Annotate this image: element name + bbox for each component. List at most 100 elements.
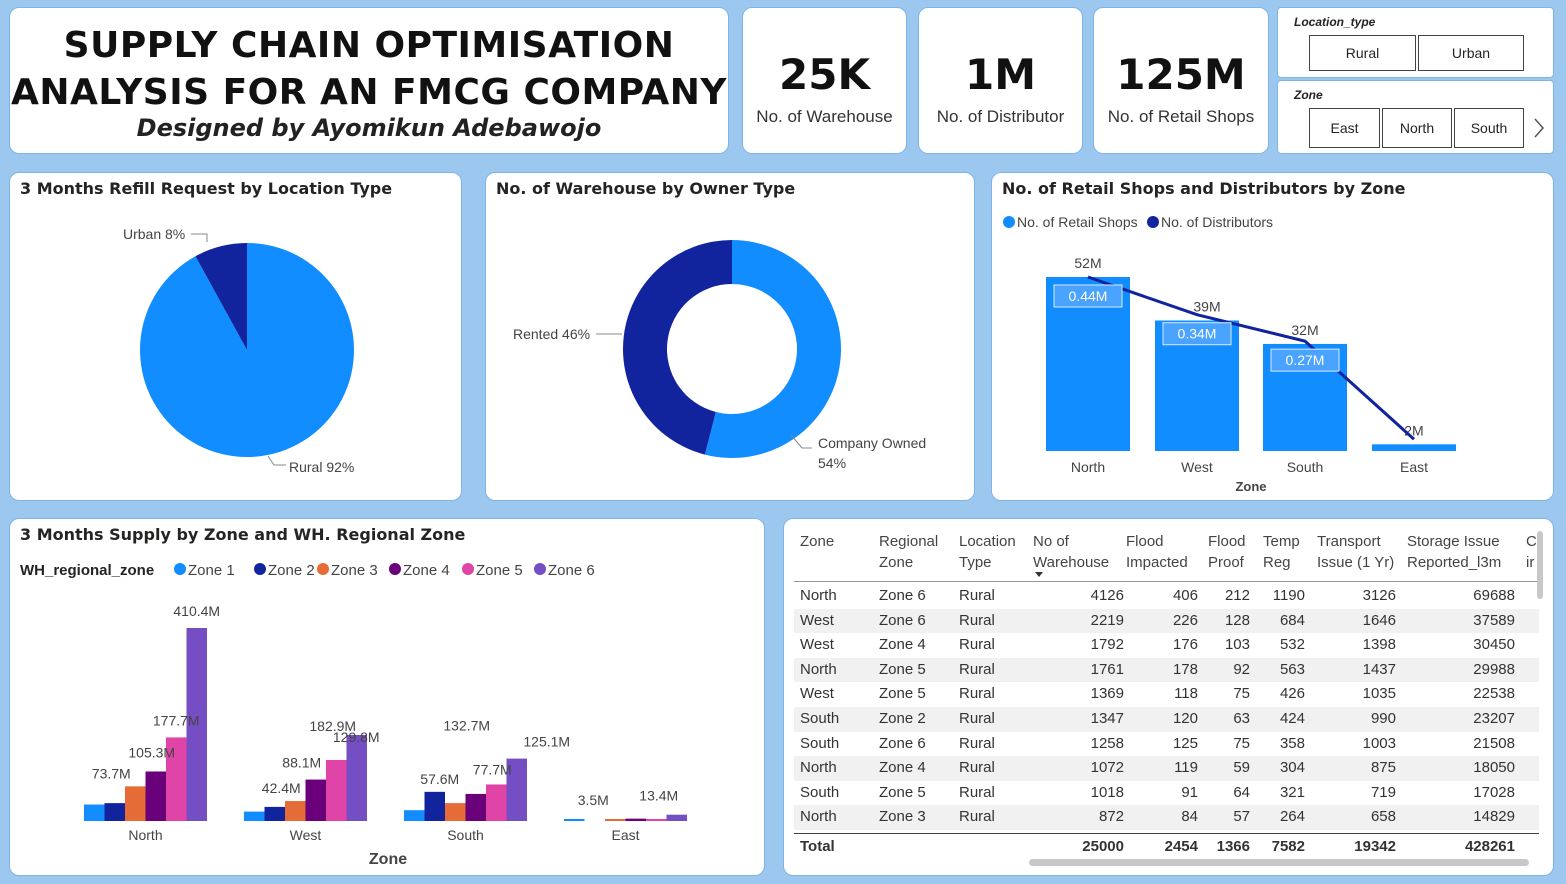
- table-cell: West: [800, 685, 834, 703]
- supply-x-tick-west: West: [290, 827, 322, 843]
- total-storage-issue: 428261: [1464, 838, 1515, 855]
- legend-zone-1[interactable]: Zone 1: [188, 562, 235, 579]
- table-cell: 22538: [1473, 685, 1515, 703]
- table-cell: 75: [1233, 734, 1250, 752]
- retail-distributor-chart: No. of Retail Shops No. of Distributors …: [1003, 214, 1456, 494]
- supply-bar-east-zone4[interactable]: [625, 818, 647, 821]
- table-cell: North: [800, 759, 837, 777]
- donut-slice-company-owned[interactable]: [704, 240, 841, 458]
- supply-bar-west-zone6[interactable]: [346, 734, 368, 821]
- col-header-truncated[interactable]: C ir: [1526, 533, 1536, 571]
- horizontal-scrollbar[interactable]: [1029, 859, 1529, 866]
- table-cell: 1190: [1272, 587, 1305, 604]
- legend-dot-distributors: [1147, 216, 1159, 228]
- legend-dot-zone-4: [389, 563, 401, 575]
- supply-bar-west-zone2[interactable]: [264, 806, 286, 821]
- table-cell: 128: [1224, 611, 1250, 629]
- retail-label-west: 39M: [1193, 299, 1220, 315]
- supply-data-label: 3.5M: [578, 792, 609, 808]
- table-cell: Rural: [959, 710, 995, 727]
- supply-bar-south-zone1[interactable]: [404, 810, 425, 821]
- supply-bar-east-zone5[interactable]: [646, 819, 667, 821]
- report-title-line1: SUPPLY CHAIN OPTIMISATION: [63, 25, 675, 66]
- col-header-no-of-warehouse[interactable]: No of Warehouse: [1033, 533, 1110, 571]
- col-header-flood-impacted[interactable]: Flood Impacted: [1126, 533, 1188, 571]
- supply-zone-chart: WH_regional_zone Zone Zone 1 Zone 2 Zone 3…: [20, 562, 688, 868]
- table-row[interactable]: North Zone 6 Rural 4126 406 212 1190 3126 69688: [794, 584, 1539, 609]
- supply-bar-north-zone5[interactable]: [166, 737, 187, 821]
- supply-bar-south-zone4[interactable]: [465, 793, 487, 821]
- combo-x-axis-title: Zone: [1235, 479, 1266, 494]
- supply-bar-east-zone3[interactable]: [605, 819, 626, 821]
- pie-slice-urban[interactable]: [195, 243, 247, 350]
- kpi-distributor-value: 1M: [964, 50, 1037, 99]
- warehouse-table: Zone Regional Zone Location Type No of W…: [783, 518, 1554, 876]
- slicer-urban-button[interactable]: Urban: [1418, 35, 1524, 71]
- supply-bar-west-zone3[interactable]: [285, 801, 306, 821]
- supply-bar-south-zone2[interactable]: [424, 791, 446, 821]
- supply-bar-west-zone5[interactable]: [326, 759, 347, 821]
- supply-bar-south-zone6[interactable]: [506, 758, 528, 821]
- total-label: Total: [800, 838, 835, 855]
- table-row[interactable]: West Zone 6 Rural 2219 226 128 684 1646 37589: [794, 608, 1539, 634]
- donut-slice-rented[interactable]: [623, 240, 732, 455]
- table-row[interactable]: West Zone 5 Rural 1369 118 75 426 1035 22538: [794, 682, 1539, 707]
- table-row[interactable]: South Zone 6 Rural 1258 125 75 358 1003 21508: [794, 732, 1539, 757]
- table-row[interactable]: North Zone 5 Rural 1761 178 92 563 1437 29988: [794, 657, 1539, 683]
- col-header-zone[interactable]: Zone: [800, 533, 835, 550]
- supply-bar-east-zone6[interactable]: [666, 814, 688, 821]
- col-header-regional-zone[interactable]: Regional Zone: [879, 533, 939, 571]
- supply-bar-south-zone3[interactable]: [445, 803, 466, 821]
- table-cell: 92: [1233, 660, 1250, 678]
- legend-zone-2[interactable]: Zone 2: [268, 562, 315, 579]
- legend-zone-5[interactable]: Zone 5: [476, 562, 523, 579]
- distributor-label-box-south: [1270, 348, 1340, 372]
- supply-bar-west-zone1[interactable]: [244, 811, 265, 821]
- sort-descending-icon[interactable]: [1034, 571, 1044, 579]
- supply-bar-north-zone1[interactable]: [84, 804, 105, 821]
- supply-data-label: 177.7M: [153, 712, 200, 728]
- distributor-label-north: 0.44M: [1069, 288, 1108, 304]
- table-cell: 719: [1370, 783, 1396, 801]
- distributors-line[interactable]: [1087, 275, 1416, 441]
- legend-zone-3[interactable]: Zone 3: [331, 562, 378, 579]
- table-cell: Zone 6: [879, 611, 926, 629]
- table-row[interactable]: North Zone 3 Rural 872 84 57 264 658 14829: [794, 805, 1539, 830]
- vertical-scrollbar[interactable]: [1537, 531, 1543, 599]
- supply-bar-east-zone1[interactable]: [564, 819, 585, 821]
- table-cell: 1398: [1362, 636, 1396, 654]
- col-header-flood-proof[interactable]: Flood Proof: [1208, 533, 1246, 571]
- col-header-temp-reg[interactable]: Temp Reg: [1263, 533, 1300, 571]
- supply-bar-north-zone2[interactable]: [104, 803, 126, 821]
- col-header-transport-issue[interactable]: Transport Issue (1 Yr): [1317, 533, 1395, 571]
- col-header-location-type[interactable]: Location Type: [959, 533, 1016, 571]
- table-cell: Zone 4: [879, 759, 926, 777]
- supply-bar-north-zone4[interactable]: [145, 771, 167, 821]
- table-cell: Rural: [959, 783, 995, 801]
- legend-retail-shops[interactable]: No. of Retail Shops: [1017, 214, 1138, 230]
- supply-bar-north-zone3[interactable]: [125, 786, 146, 821]
- table-row[interactable]: South Zone 5 Rural 1018 91 64 321 719 17028: [794, 781, 1539, 806]
- legend-zone-4[interactable]: Zone 4: [403, 562, 450, 579]
- legend-zone-6[interactable]: Zone 6: [548, 562, 595, 579]
- supply-data-label: 88.1M: [282, 755, 321, 771]
- supply-data-label: 57.6M: [420, 771, 459, 787]
- col-header-storage-issue[interactable]: Storage Issue Reported_l3m: [1407, 533, 1502, 571]
- supply-bar-west-zone4[interactable]: [305, 779, 327, 821]
- legend-distributors[interactable]: No. of Distributors: [1161, 214, 1273, 230]
- table-cell: North: [800, 660, 837, 678]
- retail-bar-east[interactable]: [1372, 444, 1456, 451]
- slicer-east-button[interactable]: East: [1309, 108, 1380, 148]
- slicer-south-button[interactable]: South: [1454, 108, 1524, 148]
- legend-dot-zone-5: [462, 563, 474, 575]
- table-cell: Zone 4: [879, 636, 926, 654]
- supply-bar-north-zone6[interactable]: [186, 628, 208, 821]
- slicer-north-button[interactable]: North: [1382, 108, 1452, 148]
- table-row[interactable]: West Zone 4 Rural 1792 176 103 532 1398 30450: [794, 633, 1539, 658]
- table-row[interactable]: South Zone 2 Rural 1347 120 63 424 990 23207: [794, 707, 1539, 732]
- pie-slice-rural[interactable]: [140, 243, 355, 457]
- table-row[interactable]: North Zone 4 Rural 1072 119 59 304 875 18050: [794, 756, 1539, 781]
- chevron-right-icon[interactable]: [1532, 117, 1546, 139]
- slicer-rural-button[interactable]: Rural: [1309, 35, 1416, 71]
- supply-bar-south-zone5[interactable]: [486, 784, 507, 821]
